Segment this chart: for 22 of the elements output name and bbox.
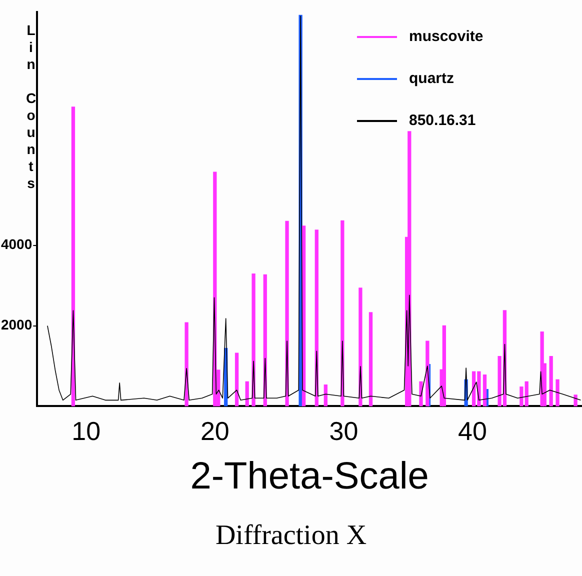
- bar: [419, 381, 423, 406]
- legend-label: muscovite: [409, 28, 484, 46]
- bar: [324, 384, 328, 406]
- x-axis-title: 2-Theta-Scale: [190, 456, 429, 498]
- legend-label: quartz: [409, 70, 454, 88]
- legend-label: 850.16.31: [409, 112, 476, 130]
- bar: [234, 352, 239, 406]
- x-tick-label: 20: [200, 416, 230, 446]
- bar: [368, 312, 373, 406]
- bar: [442, 325, 446, 406]
- x-tick-label: 10: [72, 416, 101, 446]
- bar: [482, 374, 487, 406]
- text: Diffraction X: [214, 520, 368, 552]
- y-tick-label: 2000: [0, 316, 32, 333]
- bar: [549, 356, 553, 406]
- x-tick-label: 30: [329, 416, 358, 446]
- x-tick-label: 40: [458, 416, 487, 446]
- bar: [574, 394, 578, 406]
- bar: [245, 381, 249, 406]
- y-axis-title: Lin Counts: [23, 22, 39, 192]
- y-tick-label: 4000: [0, 236, 32, 252]
- bar: [556, 379, 560, 406]
